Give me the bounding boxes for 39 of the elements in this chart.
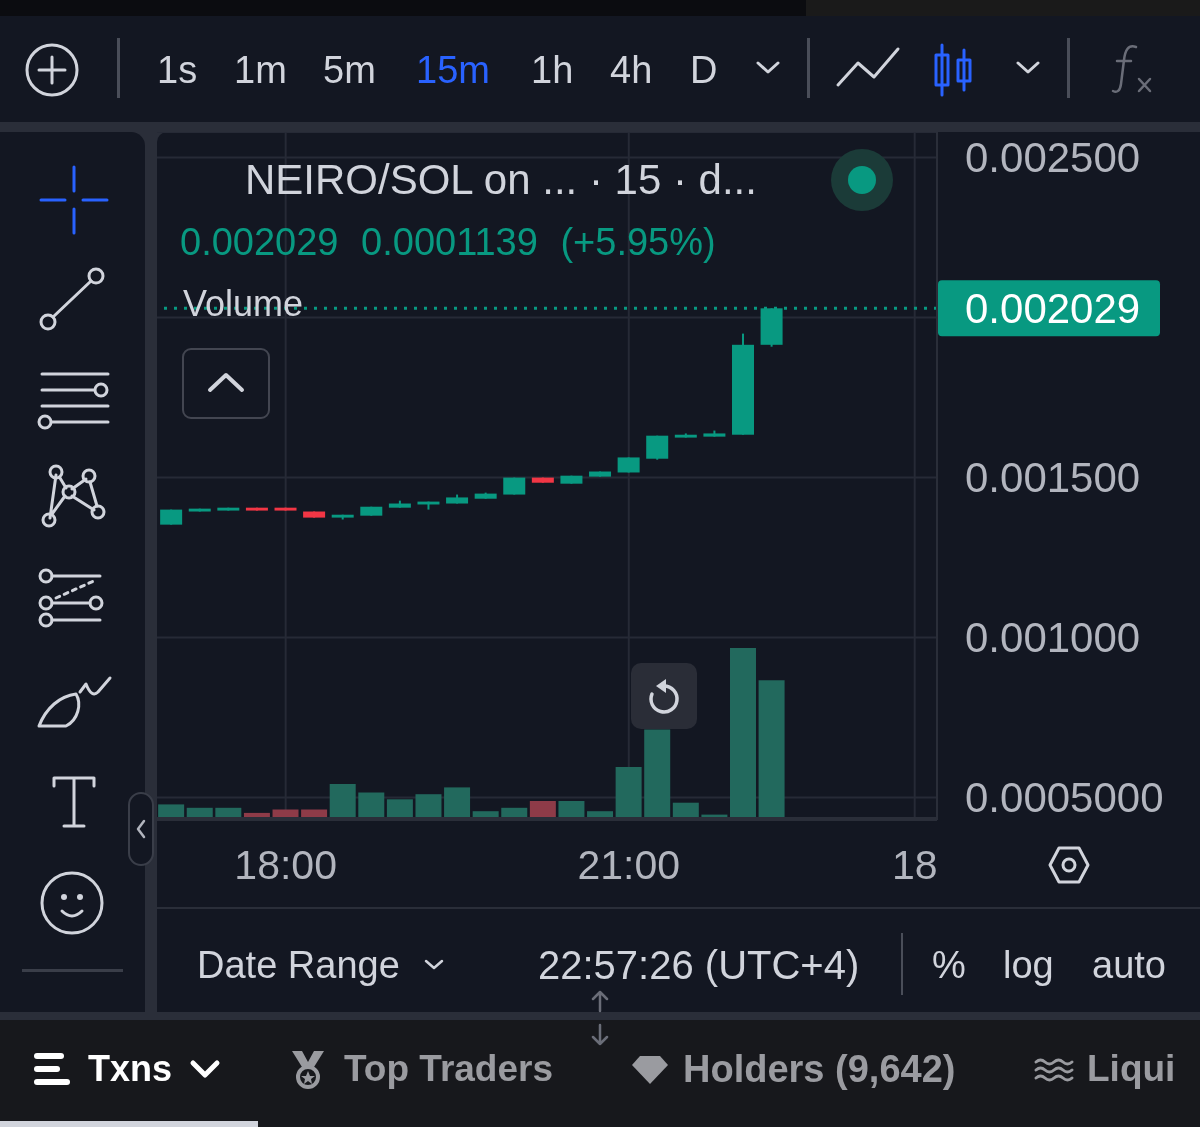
text: 22:57:26 (UTC+4) [538,942,860,989]
bar [329,784,356,818]
text: 4h [610,48,653,93]
text: 5m [323,48,376,93]
bar [672,802,699,818]
y-tick-label: 0.0005000 [965,774,1164,822]
text: 1h [531,48,574,93]
text: Txns [88,1047,173,1091]
bar [758,680,785,818]
text: Liqui [1087,1047,1176,1091]
text: D [690,48,718,93]
text: log [1003,943,1054,988]
text: Holders (9,642) [683,1047,956,1092]
bar [386,799,413,818]
y-tick-label: 0.002500 [965,134,1141,182]
text: % [932,943,966,988]
bar [730,648,756,818]
bar [615,767,642,818]
chart-title: Volume [183,282,304,326]
x-tick-label: 18 [891,842,938,889]
ref-line-label: 0.002029 [965,284,1141,332]
text: NEIRO/SOL on ... · 15 · d... [245,155,757,205]
text: 15m [416,48,490,93]
bar [358,792,385,818]
text: 1s [157,48,198,93]
bar [558,801,585,818]
x-tick-label: 21:00 [577,842,681,889]
text: auto [1092,943,1166,988]
text: 0.002029 0.0001139 (+5.95%) [180,220,716,264]
bar [529,801,556,818]
y-tick-label: 0.001500 [965,454,1141,502]
bar [158,804,185,818]
x-tick-label: 18:00 [234,842,337,889]
bar [415,794,442,818]
text: 1m [234,48,287,93]
text: Top Traders [344,1047,554,1091]
text: Date Range [197,943,400,988]
bar [444,787,471,818]
y-tick-label: 0.001000 [965,614,1141,662]
